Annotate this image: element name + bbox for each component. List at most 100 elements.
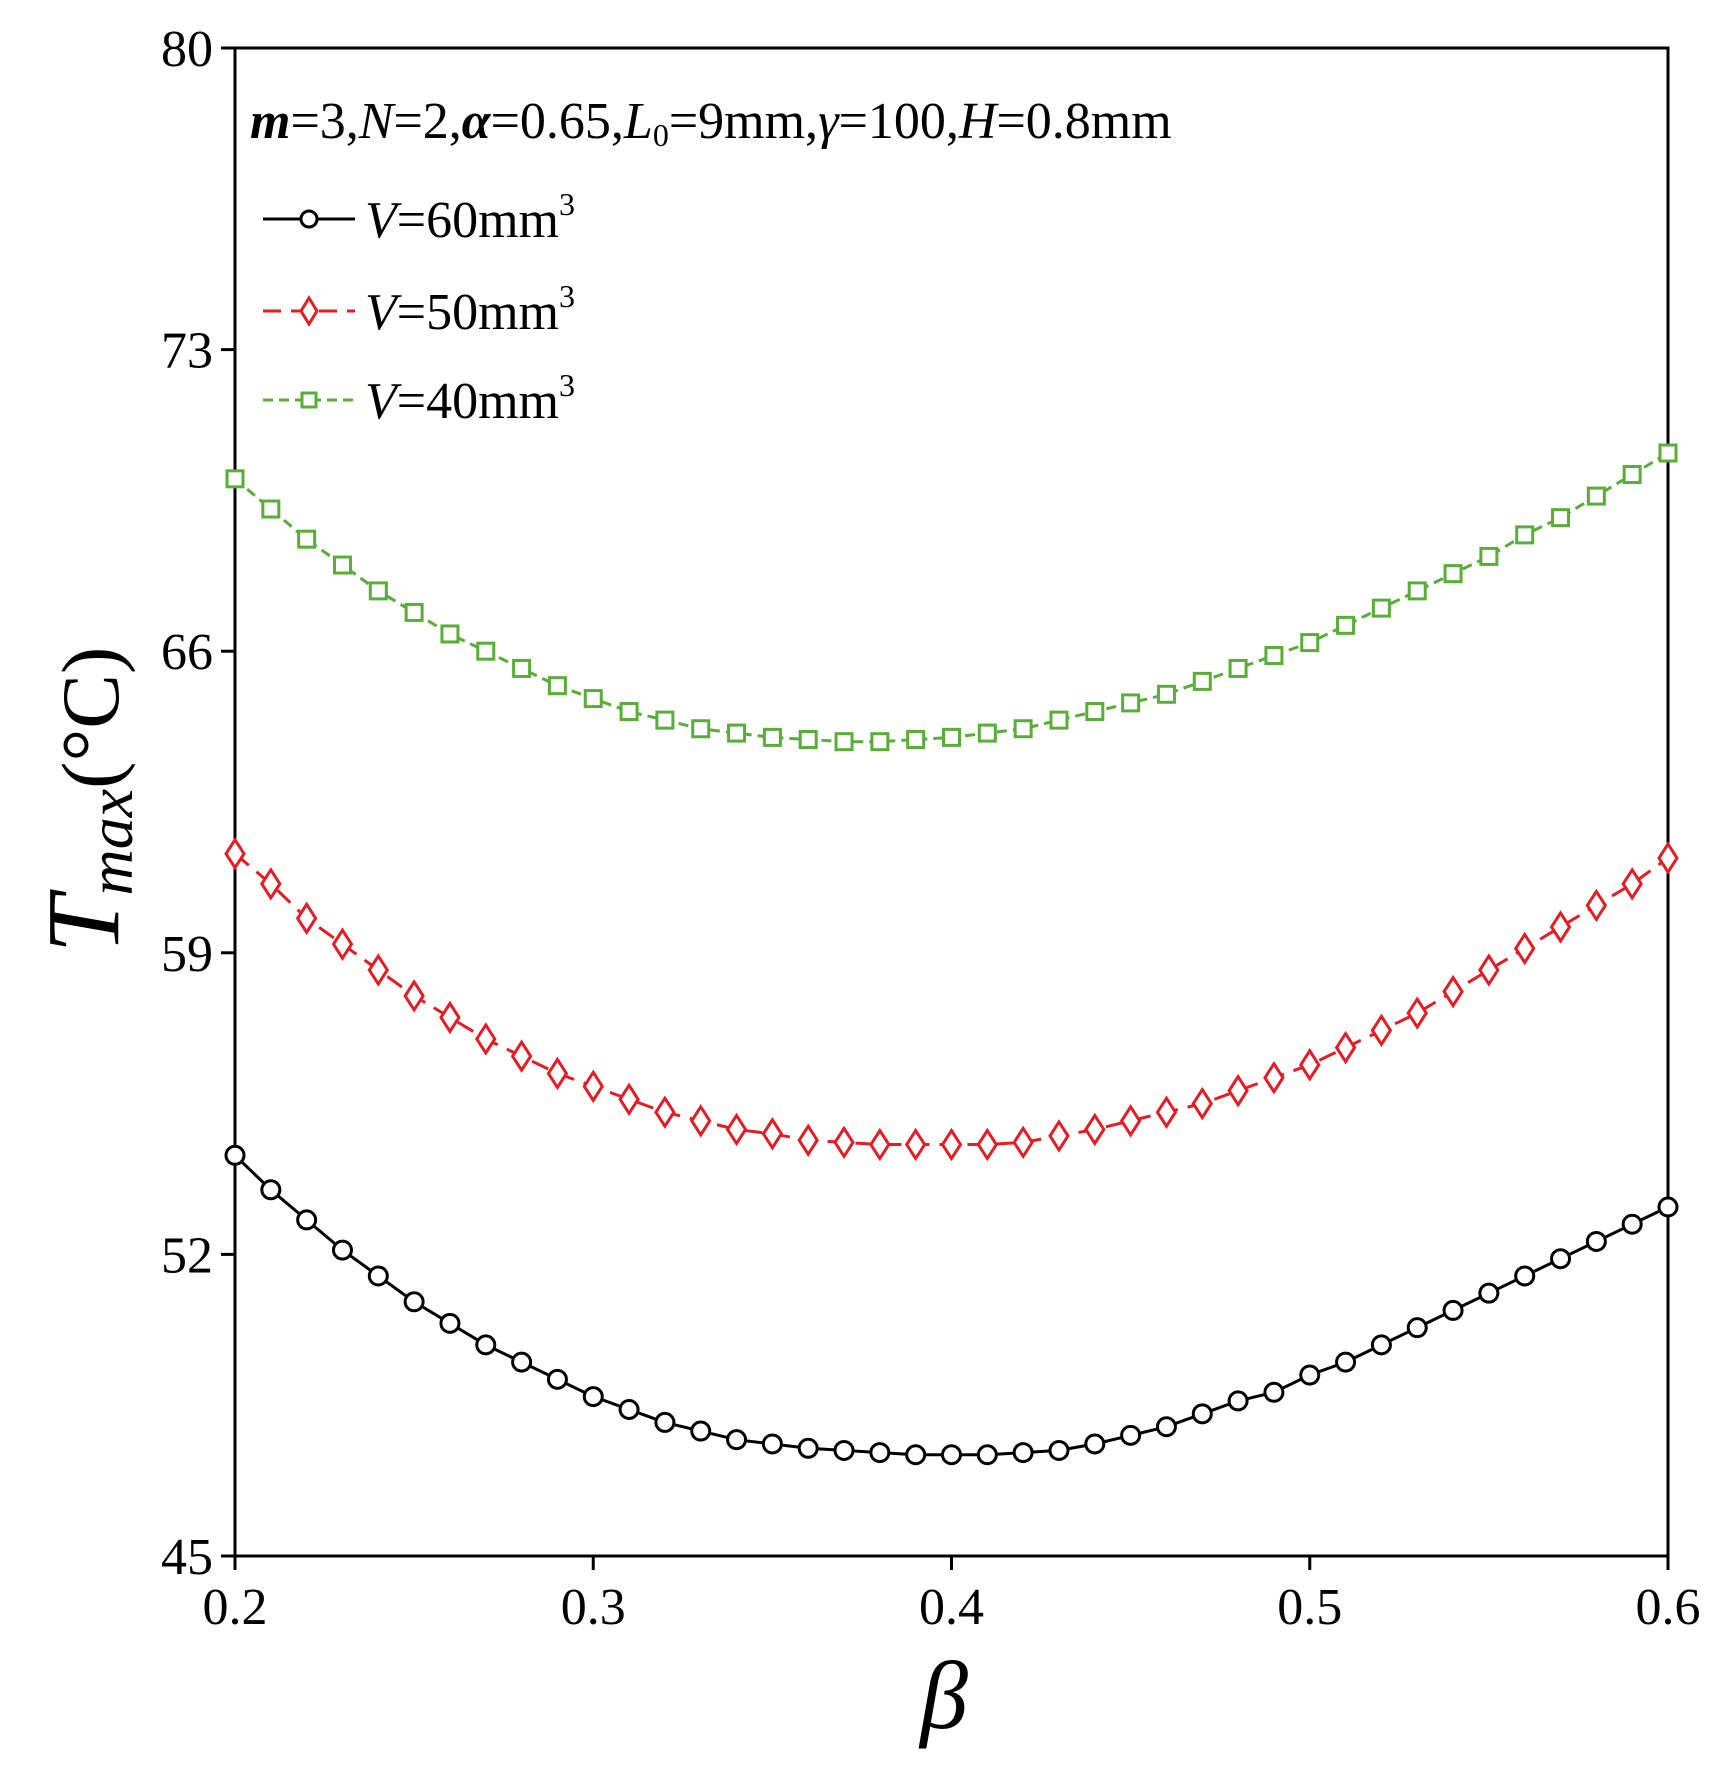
annot-m: m — [250, 93, 290, 150]
data-point — [727, 723, 747, 743]
data-point — [906, 730, 926, 750]
annot-n: N — [358, 93, 397, 150]
legend-marker-v50 — [299, 295, 319, 327]
legend-sup-v40: 3 — [559, 367, 575, 403]
data-point — [1657, 1196, 1679, 1218]
data-point — [476, 641, 496, 661]
data-point — [1084, 1433, 1106, 1455]
data-point — [619, 702, 639, 722]
data-point — [582, 1386, 604, 1408]
data-point — [1048, 1119, 1070, 1153]
data-point — [1550, 1248, 1572, 1270]
annot-gamma: γ — [818, 93, 840, 150]
data-point — [941, 1444, 962, 1466]
data-point — [869, 1127, 891, 1162]
series-V=60mm3 — [224, 1144, 1679, 1466]
annot-alpha: α — [462, 93, 492, 150]
data-point — [1336, 615, 1356, 635]
x-axis-title: β — [918, 1642, 968, 1749]
legend-sup-v60: 3 — [559, 186, 575, 222]
y-tick-label: 66 — [161, 624, 213, 681]
data-point — [510, 1039, 533, 1073]
data-point — [1515, 525, 1535, 545]
data-point — [1084, 1112, 1106, 1147]
annot-l-sub: 0 — [653, 117, 669, 153]
data-point — [798, 730, 818, 750]
data-point — [1549, 910, 1572, 944]
data-point — [1300, 633, 1320, 653]
y-tick-label: 45 — [161, 1529, 213, 1586]
data-point — [1013, 719, 1033, 739]
data-point — [224, 836, 246, 871]
data-point — [404, 602, 424, 622]
data-point — [403, 979, 425, 1013]
annot-h-val: =0.8mm — [996, 93, 1171, 150]
data-point — [1155, 1095, 1178, 1129]
y-tick-label: 80 — [161, 21, 213, 78]
data-point — [1012, 1442, 1034, 1464]
data-point — [297, 529, 317, 549]
data-point — [1085, 702, 1105, 722]
data-point — [977, 723, 997, 743]
annot-n-val: =2, — [393, 93, 461, 150]
data-point — [1407, 581, 1427, 601]
data-point — [511, 1351, 533, 1373]
x-tick-label: 0.3 — [561, 1579, 626, 1636]
data-point — [1049, 710, 1069, 730]
tick-layer: 0.2 0.3 0.4 0.5 0.6 45 52 59 66 73 80 — [161, 21, 1701, 1636]
data-point — [367, 953, 390, 987]
data-point — [1585, 1230, 1607, 1252]
chart-annotation: m=3,N=2,α=0.65,L0=9mm,γ=100,H=0.8mm — [250, 93, 1172, 153]
series-V=50mm3 — [224, 836, 1679, 1162]
data-point — [474, 1022, 497, 1056]
data-point — [833, 1125, 855, 1160]
data-point — [1120, 1424, 1142, 1446]
data-point — [1406, 1317, 1428, 1339]
data-point — [1370, 1334, 1392, 1356]
legend-var-v50: V — [365, 284, 402, 341]
data-point — [1622, 465, 1642, 485]
legend-sup-v50: 3 — [559, 278, 575, 314]
data-point — [1156, 684, 1176, 704]
data-point — [1121, 693, 1141, 713]
data-point — [1443, 564, 1463, 584]
data-point — [1191, 1086, 1214, 1121]
data-point — [1334, 1030, 1357, 1065]
series-line — [234, 451, 1669, 744]
data-point — [1263, 1060, 1285, 1095]
data-point — [1264, 646, 1284, 666]
data-point — [440, 624, 460, 644]
annot-m-val: =3, — [290, 93, 358, 150]
data-point — [260, 867, 282, 901]
data-point — [689, 1104, 712, 1138]
data-point — [725, 1112, 748, 1147]
data-point — [691, 719, 711, 739]
data-point — [332, 555, 352, 575]
data-point — [1263, 1381, 1285, 1403]
data-point — [367, 1265, 389, 1287]
data-point — [1371, 598, 1391, 618]
data-point — [762, 727, 782, 747]
data-point — [547, 676, 567, 696]
data-point — [942, 727, 961, 747]
data-point — [618, 1082, 640, 1117]
data-point — [1299, 1364, 1321, 1386]
data-point — [583, 689, 603, 709]
y-tick-label: 59 — [161, 926, 213, 983]
data-point — [654, 1411, 676, 1433]
data-point — [655, 710, 675, 730]
data-point — [1370, 1013, 1393, 1048]
data-point — [869, 1442, 891, 1464]
data-point — [1406, 996, 1429, 1030]
legend-label-v50: V=50mm3 — [365, 278, 575, 341]
data-point — [331, 1239, 353, 1261]
data-point — [1298, 1048, 1321, 1082]
data-point — [1657, 841, 1679, 875]
data-point — [546, 1368, 568, 1390]
data-point — [1155, 1416, 1177, 1438]
y-axis-title: Tmax(°C) — [26, 647, 146, 954]
series-layer — [224, 443, 1679, 1466]
legend-label-v40: V=40mm3 — [365, 367, 575, 430]
data-point — [618, 1399, 640, 1421]
data-point — [1586, 486, 1606, 506]
